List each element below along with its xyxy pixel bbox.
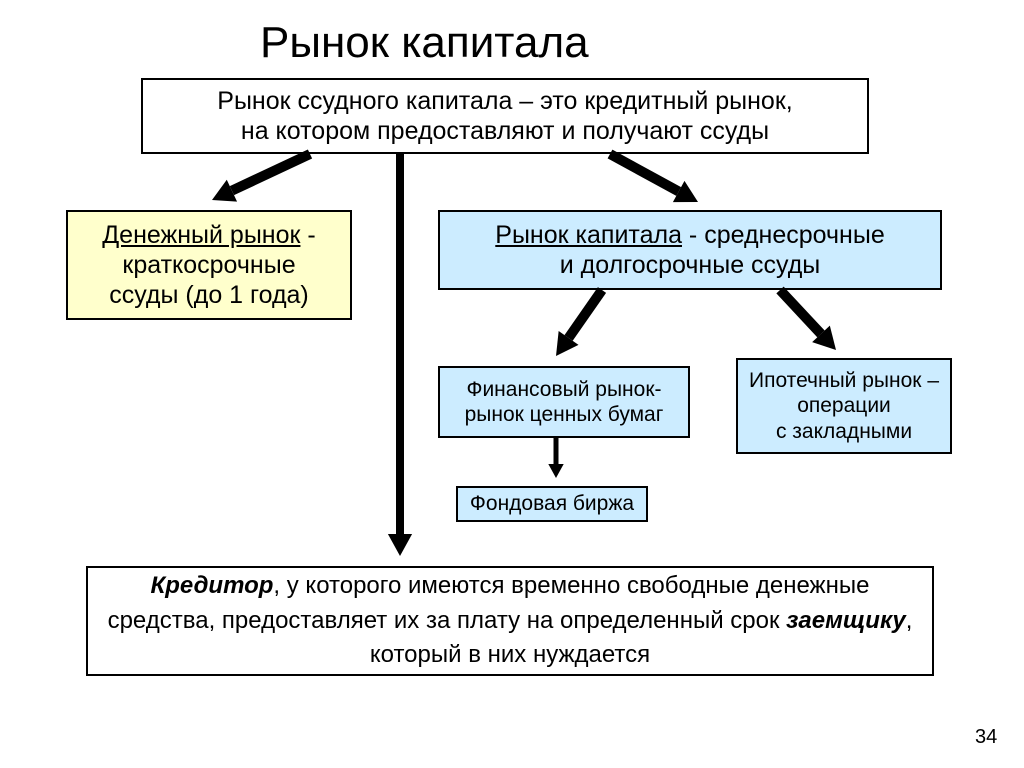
mortgage-market-line2: операции xyxy=(797,393,891,418)
capital-market-line1: Рынок капитала - среднесрочные xyxy=(495,220,884,250)
box-financial-market: Финансовый рынок- рынок ценных бумаг xyxy=(438,366,690,438)
money-market-line3: ссуды (до 1 года) xyxy=(109,280,309,310)
money-market-line2: краткосрочные xyxy=(122,250,295,280)
mortgage-market-line1: Ипотечный рынок – xyxy=(749,368,939,393)
box-definition: Рынок ссудного капитала – это кредитный … xyxy=(141,78,869,154)
page-title: Рынок капитала xyxy=(260,18,589,68)
money-market-title: Денежный рынок xyxy=(102,221,300,249)
box-creditor: Кредитор, у которого имеются временно св… xyxy=(86,566,934,676)
capital-market-rest1: - среднесрочные xyxy=(682,221,885,249)
stock-exchange-line1: Фондовая биржа xyxy=(470,491,634,516)
money-market-rest1: - xyxy=(300,221,315,249)
page-number: 34 xyxy=(975,726,997,749)
financial-market-line2: рынок ценных бумаг xyxy=(465,402,664,427)
creditor-text: Кредитор, у которого имеются временно св… xyxy=(98,569,922,673)
money-market-line1: Денежный рынок - xyxy=(102,220,315,250)
definition-line1: Рынок ссудного капитала – это кредитный … xyxy=(217,86,792,116)
financial-market-line1: Финансовый рынок- xyxy=(466,377,661,402)
box-money-market: Денежный рынок - краткосрочные ссуды (до… xyxy=(66,210,352,320)
capital-market-title: Рынок капитала xyxy=(495,221,682,249)
box-capital-market: Рынок капитала - среднесрочные и долгоср… xyxy=(438,210,942,290)
box-stock-exchange: Фондовая биржа xyxy=(456,486,648,522)
definition-line2: на котором предоставляют и получают ссуд… xyxy=(241,116,769,146)
box-mortgage-market: Ипотечный рынок – операции с закладными xyxy=(736,358,952,454)
capital-market-line2: и долгосрочные ссуды xyxy=(560,250,821,280)
mortgage-market-line3: с закладными xyxy=(776,419,912,444)
